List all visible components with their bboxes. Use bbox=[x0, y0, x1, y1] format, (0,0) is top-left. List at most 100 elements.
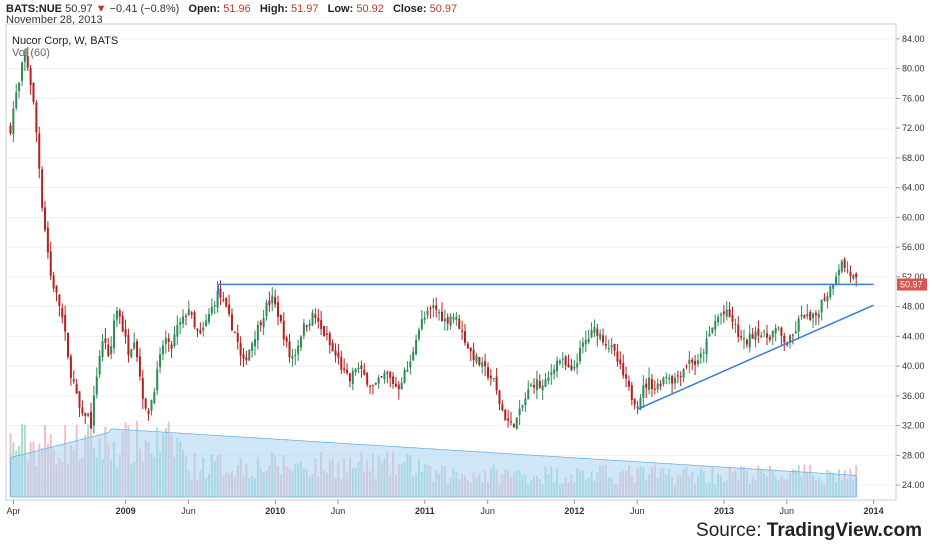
candle-body bbox=[228, 304, 231, 315]
candle-body bbox=[789, 335, 792, 343]
candle-body bbox=[498, 390, 501, 405]
candle-body bbox=[564, 356, 567, 366]
x-tick-label: Apr bbox=[6, 506, 20, 516]
candle-body bbox=[719, 313, 722, 316]
candle-body bbox=[394, 383, 397, 387]
candle-body bbox=[115, 310, 118, 320]
candle-body bbox=[449, 316, 452, 326]
candle-body bbox=[317, 317, 320, 322]
candle-body bbox=[32, 82, 35, 102]
candle-body bbox=[717, 317, 720, 323]
candle-body bbox=[101, 341, 104, 357]
candle-body bbox=[607, 347, 610, 349]
last-price: 50.97 bbox=[65, 3, 93, 15]
candle-body bbox=[443, 318, 446, 322]
candle-body bbox=[584, 339, 587, 345]
candle-body bbox=[81, 407, 84, 414]
candle-body bbox=[688, 359, 691, 364]
candle-body bbox=[636, 406, 639, 408]
candle-body bbox=[92, 395, 95, 426]
candle-body bbox=[786, 343, 789, 345]
candle-body bbox=[302, 323, 305, 336]
candle-body bbox=[153, 392, 156, 404]
candle-body bbox=[288, 341, 291, 358]
candle-body bbox=[78, 391, 81, 408]
candle-body bbox=[714, 320, 717, 330]
y-tick-label: 80.00 bbox=[902, 64, 925, 74]
low-value: 50.92 bbox=[356, 3, 384, 15]
candle-body bbox=[803, 315, 806, 319]
candle-body bbox=[740, 336, 743, 338]
candle-body bbox=[403, 369, 406, 384]
x-tick-label: 2009 bbox=[116, 506, 136, 516]
candle-body bbox=[176, 325, 179, 337]
candle-body bbox=[463, 331, 466, 343]
candle-body bbox=[216, 290, 219, 308]
y-tick-label: 72.00 bbox=[902, 123, 925, 133]
candle-body bbox=[205, 320, 208, 327]
candle-body bbox=[509, 421, 513, 423]
y-tick-label: 36.00 bbox=[902, 391, 925, 401]
candle-body bbox=[397, 384, 400, 390]
candle-body bbox=[415, 339, 418, 355]
candle-body bbox=[541, 385, 544, 391]
candle-body bbox=[262, 317, 265, 328]
candle-body bbox=[147, 410, 150, 415]
candle-body bbox=[691, 359, 694, 363]
x-tick-label: 2010 bbox=[265, 506, 285, 516]
candle-body bbox=[679, 375, 682, 377]
candle-body bbox=[253, 339, 256, 347]
candle-body bbox=[780, 327, 783, 336]
candle-body bbox=[832, 284, 835, 289]
candle-body bbox=[248, 350, 251, 361]
candle-body bbox=[239, 342, 242, 356]
candle-body bbox=[207, 314, 210, 323]
candle-body bbox=[179, 322, 182, 325]
candle-body bbox=[639, 398, 642, 410]
candle-body bbox=[337, 352, 340, 358]
candle-body bbox=[501, 404, 504, 411]
x-tick-label: Jun bbox=[181, 506, 196, 516]
x-tick-label: 2013 bbox=[714, 506, 734, 516]
y-tick-label: 68.00 bbox=[902, 153, 925, 163]
candle-body bbox=[84, 413, 87, 417]
candle-body bbox=[23, 54, 26, 62]
candle-body bbox=[159, 354, 162, 368]
candle-body bbox=[777, 329, 780, 331]
chart-title: Nucor Corp, W, BATS bbox=[12, 35, 119, 47]
candle-body bbox=[794, 331, 797, 334]
candle-body bbox=[371, 384, 374, 386]
y-tick-label: 60.00 bbox=[902, 212, 925, 222]
candle-body bbox=[452, 317, 455, 320]
candle-body bbox=[113, 320, 116, 349]
candles bbox=[9, 47, 858, 434]
x-tick-label: Jun bbox=[780, 506, 795, 516]
candle-body bbox=[751, 334, 754, 339]
candle-body bbox=[386, 372, 389, 374]
candle-body bbox=[648, 377, 651, 390]
candle-body bbox=[256, 324, 259, 341]
candle-body bbox=[826, 295, 829, 302]
candle-body bbox=[328, 333, 331, 346]
source-prefix: Source: bbox=[696, 520, 767, 541]
x-tick-label: 2014 bbox=[864, 506, 884, 516]
price-change: −0.41 (−0.8%) bbox=[109, 3, 180, 15]
candle-body bbox=[20, 62, 24, 81]
candle-body bbox=[754, 331, 757, 340]
candle-body bbox=[596, 328, 599, 337]
candle-body bbox=[515, 417, 518, 430]
candle-body bbox=[87, 413, 90, 417]
candle-body bbox=[236, 333, 239, 342]
candle-body bbox=[64, 315, 67, 332]
candle-body bbox=[593, 327, 596, 333]
y-tick-label: 76.00 bbox=[902, 93, 925, 103]
candle-body bbox=[504, 409, 507, 421]
candle-body bbox=[196, 329, 199, 331]
x-tick-label: Jun bbox=[630, 506, 645, 516]
candle-body bbox=[374, 383, 377, 385]
candle-body bbox=[72, 379, 75, 382]
candle-body bbox=[69, 356, 72, 378]
candle-body bbox=[190, 312, 193, 315]
candle-body bbox=[682, 369, 685, 378]
